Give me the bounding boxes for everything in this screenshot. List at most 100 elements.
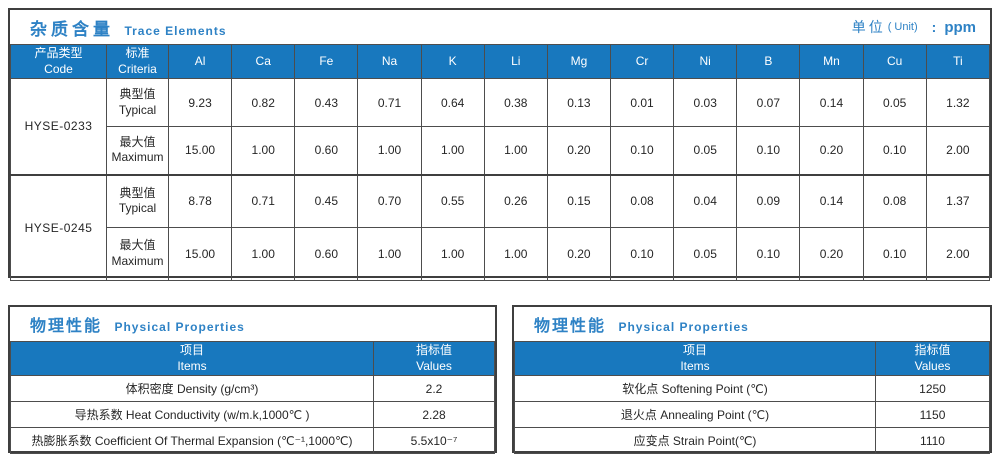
- trace-title-zh: 杂质含量: [30, 19, 114, 39]
- value-cell: 0.13: [546, 78, 611, 127]
- element-header-cr: Cr: [609, 44, 675, 79]
- product-code-cell: HYSE-0245: [10, 173, 107, 281]
- trace-title-en: Trace Elements: [124, 23, 227, 38]
- value-cell: 0.08: [862, 173, 927, 228]
- item-cell: 退火点 Annealing Point (℃): [514, 401, 876, 428]
- row-label-typical-en: Typical: [118, 201, 157, 216]
- unit-zh: 单位: [851, 19, 886, 35]
- physical-left-title-bar: 物理性能 Physical Properties: [10, 307, 495, 341]
- value-cell: 1.00: [357, 126, 422, 175]
- physical-left-header-row: 项目 Items 指标值 Values: [10, 341, 495, 376]
- header-values-en: Values: [416, 358, 452, 373]
- row-0233-maximum: 最大值 Maximum 15.00 1.00 0.60 1.00 1.00 1.…: [11, 126, 991, 175]
- value-cell: 0.20: [799, 227, 864, 281]
- value-cell: 0.05: [673, 126, 738, 175]
- value-cell: 9.23: [167, 78, 233, 127]
- value-cell: 0.14: [799, 78, 864, 127]
- table-row: 体积密度 Density (g/cm³) 2.2: [10, 375, 495, 402]
- item-cell: 体积密度 Density (g/cm³): [10, 375, 374, 402]
- value-cell: 0.10: [736, 126, 801, 175]
- trace-title: 杂质含量 Trace Elements: [30, 15, 227, 40]
- value-cell: 5.5x10⁻⁷: [373, 427, 495, 454]
- value-cell: 0.10: [609, 126, 675, 175]
- element-header-na: Na: [357, 44, 422, 79]
- item-cell: 热膨胀系数 Coefficient Of Thermal Expansion (…: [10, 427, 374, 454]
- value-cell: 1.00: [420, 126, 485, 175]
- value-cell: 15.00: [167, 227, 233, 281]
- value-cell: 2.00: [925, 126, 991, 175]
- physical-right-title-zh: 物理性能: [534, 318, 607, 335]
- header-values-zh: 指标值: [914, 342, 951, 357]
- value-cell: 1150: [875, 401, 990, 428]
- value-cell: 0.07: [736, 78, 801, 127]
- header-product-code-zh: 产品类型: [34, 45, 83, 60]
- element-header-ca: Ca: [231, 44, 296, 79]
- row-label-maximum-zh: 最大值: [119, 134, 156, 149]
- value-cell: 0.43: [294, 78, 359, 127]
- element-header-ti: Ti: [925, 44, 991, 79]
- element-header-al: Al: [167, 44, 233, 79]
- physical-right-title: 物理性能 Physical Properties: [534, 312, 749, 336]
- value-cell: 0.10: [862, 227, 927, 281]
- value-cell: 0.82: [231, 78, 296, 127]
- value-cell: 1250: [875, 375, 990, 402]
- value-cell: 2.2: [373, 375, 495, 402]
- value-cell: 1110: [875, 427, 990, 454]
- element-header-k: K: [420, 44, 485, 79]
- item-cell: 导热系数 Heat Conductivity (w/m.k,1000℃ ): [10, 401, 374, 428]
- value-cell: 0.14: [799, 173, 864, 228]
- row-label-maximum: 最大值 Maximum: [106, 126, 169, 175]
- value-cell: 0.15: [546, 173, 611, 228]
- value-cell: 2.28: [373, 401, 495, 428]
- row-label-maximum-zh: 最大值: [119, 238, 156, 253]
- item-cell: 应变点 Strain Point(℃): [514, 427, 876, 454]
- value-cell: 1.37: [925, 173, 991, 228]
- header-product-code-en: Code: [44, 61, 73, 76]
- trace-elements-table: 产品类型 Code 标准 Criteria Al Ca Fe Na K Li M…: [10, 44, 991, 281]
- element-header-li: Li: [483, 44, 548, 79]
- value-cell: 0.04: [673, 173, 738, 228]
- physical-right-title-en: Physical Properties: [618, 320, 749, 334]
- element-header-ni: Ni: [673, 44, 738, 79]
- value-cell: 0.03: [673, 78, 738, 127]
- physical-left-title-zh: 物理性能: [30, 318, 103, 335]
- value-cell: 0.38: [483, 78, 548, 127]
- element-header-mg: Mg: [546, 44, 611, 79]
- value-cell: 0.05: [673, 227, 738, 281]
- value-cell: 0.26: [483, 173, 548, 228]
- value-cell: 0.55: [420, 173, 485, 228]
- value-cell: 0.60: [294, 126, 359, 175]
- header-criteria-zh: 标准: [125, 45, 150, 60]
- value-cell: 1.00: [231, 126, 296, 175]
- value-cell: 0.64: [420, 78, 485, 127]
- value-cell: 0.05: [862, 78, 927, 127]
- value-cell: 1.00: [483, 227, 548, 281]
- value-cell: 0.60: [294, 227, 359, 281]
- value-cell: 0.20: [546, 227, 611, 281]
- row-label-typical: 典型值 Typical: [106, 173, 169, 228]
- row-label-maximum: 最大值 Maximum: [106, 227, 169, 281]
- row-label-typical: 典型值 Typical: [106, 78, 169, 127]
- element-header-fe: Fe: [294, 44, 359, 79]
- trace-elements-panel: 杂质含量 Trace Elements 单位 ( Unit) : ppm 产品类…: [8, 8, 992, 281]
- value-cell: 0.20: [546, 126, 611, 175]
- header-values-zh: 指标值: [415, 342, 452, 357]
- unit-colon: :: [931, 19, 937, 35]
- value-cell: 1.00: [483, 126, 548, 175]
- header-items: 项目 Items: [10, 341, 374, 376]
- row-label-maximum-en: Maximum: [111, 254, 164, 268]
- header-values: 指标值 Values: [875, 341, 990, 376]
- physical-properties-table-left: 项目 Items 指标值 Values 体积密度 Density (g/cm³)…: [10, 341, 495, 454]
- value-cell: 0.01: [609, 78, 675, 127]
- header-criteria: 标准 Criteria: [106, 44, 169, 79]
- value-cell: 0.09: [736, 173, 801, 228]
- physical-left-title-en: Physical Properties: [114, 320, 245, 334]
- physical-left-title: 物理性能 Physical Properties: [30, 312, 245, 336]
- unit-value: ppm: [944, 18, 976, 36]
- trace-title-bar: 杂质含量 Trace Elements 单位 ( Unit) : ppm: [10, 10, 990, 44]
- row-label-typical-en: Typical: [118, 102, 157, 117]
- value-cell: 0.08: [609, 173, 675, 228]
- physical-right-header-row: 项目 Items 指标值 Values: [514, 341, 990, 376]
- value-cell: 2.00: [925, 227, 991, 281]
- value-cell: 0.20: [799, 126, 864, 175]
